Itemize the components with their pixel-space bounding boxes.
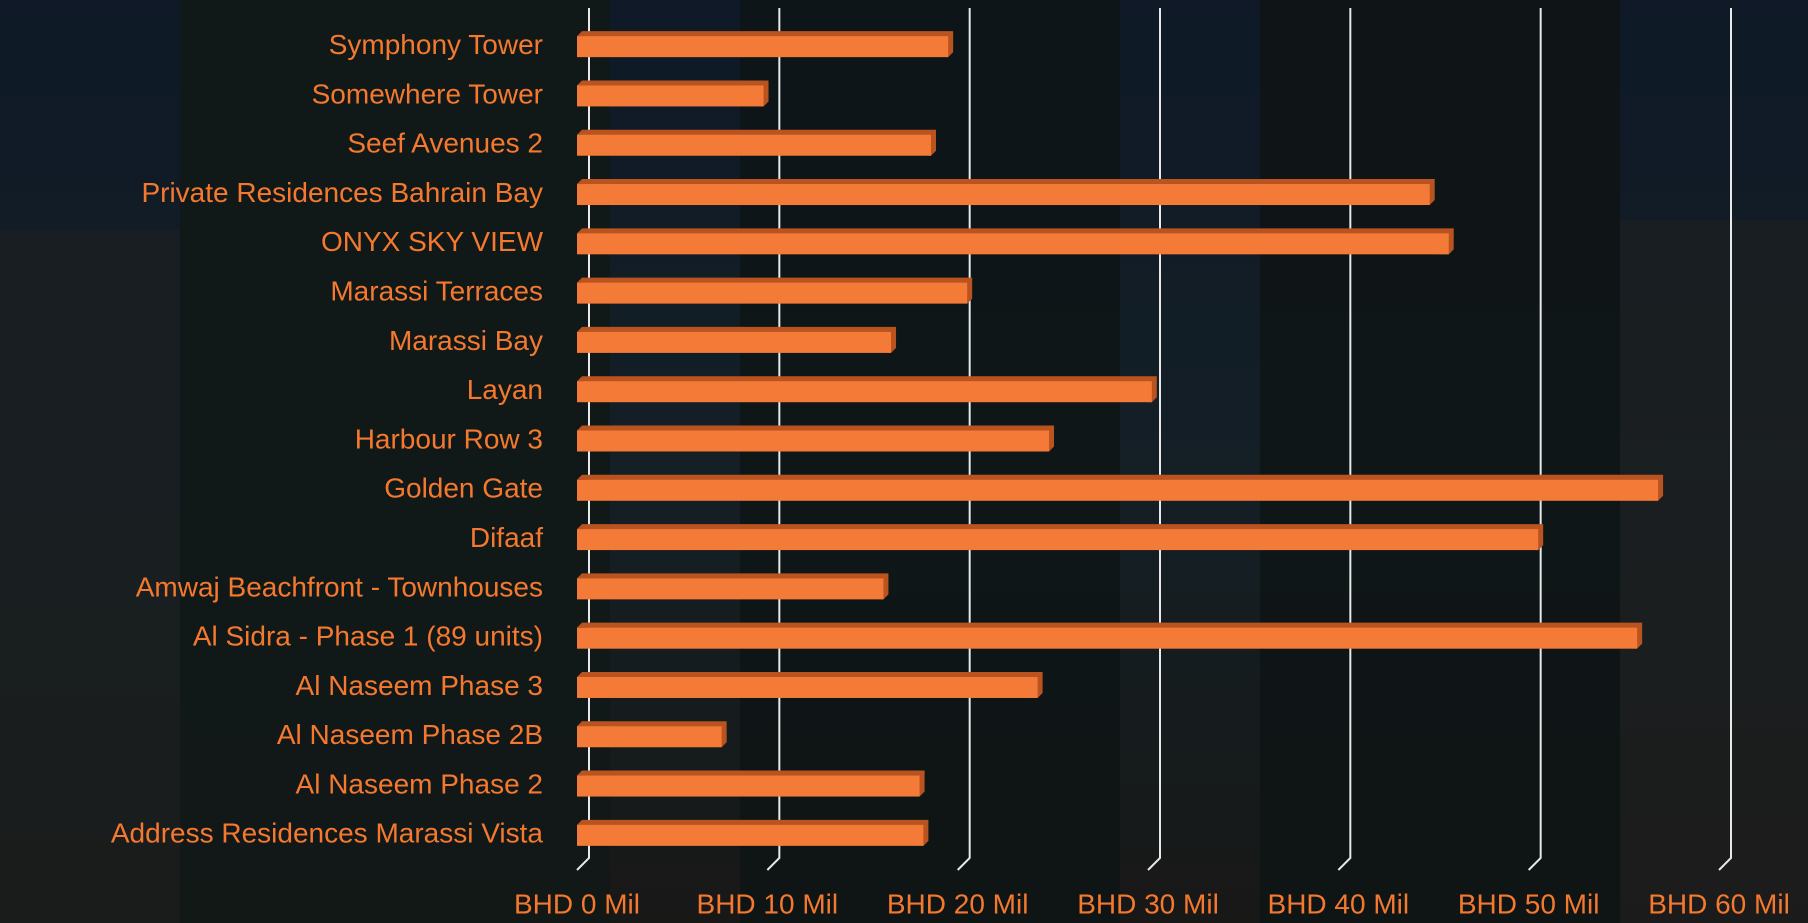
- y-tick-label: ONYX SKY VIEW: [321, 226, 544, 257]
- bar: [577, 825, 923, 846]
- x-tick-label: BHD 30 Mil: [1077, 888, 1219, 919]
- y-tick-label: Private Residences Bahrain Bay: [141, 177, 543, 208]
- bar: [577, 233, 1449, 254]
- y-tick-label: Al Sidra - Phase 1 (89 units): [193, 621, 543, 652]
- y-tick-label: Amwaj Beachfront - Townhouses: [136, 571, 543, 602]
- y-tick-label: Address Residences Marassi Vista: [111, 818, 544, 849]
- bar: [577, 776, 920, 797]
- bar: [577, 36, 948, 57]
- bar: [577, 628, 1637, 649]
- y-tick-label: Marassi Terraces: [330, 276, 543, 307]
- y-tick-label: Al Naseem Phase 2B: [277, 719, 543, 750]
- chart: BHD 0 Mil BHD 10 Mil BHD 20 Mil BHD 30 Mil B…: [0, 0, 1808, 923]
- y-tick-label: Harbour Row 3: [355, 423, 543, 454]
- bar: [577, 85, 764, 106]
- bar: [577, 283, 967, 304]
- y-tick-label: Symphony Tower: [329, 29, 543, 60]
- y-tick-label: Somewhere Tower: [312, 78, 543, 109]
- bar: [577, 381, 1152, 402]
- bar: [577, 677, 1038, 698]
- bar: [577, 578, 883, 599]
- y-tick-label: Al Naseem Phase 3: [296, 670, 543, 701]
- x-tick-label: BHD 0 Mil: [514, 888, 640, 919]
- x-tick-label: BHD 20 Mil: [887, 888, 1029, 919]
- bar: [577, 184, 1430, 205]
- x-tick-label: BHD 50 Mil: [1458, 888, 1600, 919]
- x-tick-label: BHD 40 Mil: [1268, 888, 1410, 919]
- page: {"chart_data": {"type": "bar", "orientat…: [0, 0, 1808, 923]
- bar: [577, 529, 1538, 550]
- x-tick-label: BHD 10 Mil: [697, 888, 839, 919]
- y-tick-label: Seef Avenues 2: [347, 128, 543, 159]
- bar: [577, 332, 891, 353]
- bar: [577, 135, 931, 156]
- y-tick-label: Golden Gate: [384, 473, 543, 504]
- bar: [577, 431, 1049, 452]
- x-tick-label: BHD 60 Mil: [1648, 888, 1790, 919]
- y-tick-label: Marassi Bay: [389, 325, 543, 356]
- y-tick-label: Al Naseem Phase 2: [296, 768, 543, 799]
- y-tick-label: Layan: [467, 374, 543, 405]
- bar: [577, 726, 722, 747]
- bar: [577, 480, 1658, 501]
- y-tick-label: Difaaf: [470, 522, 543, 553]
